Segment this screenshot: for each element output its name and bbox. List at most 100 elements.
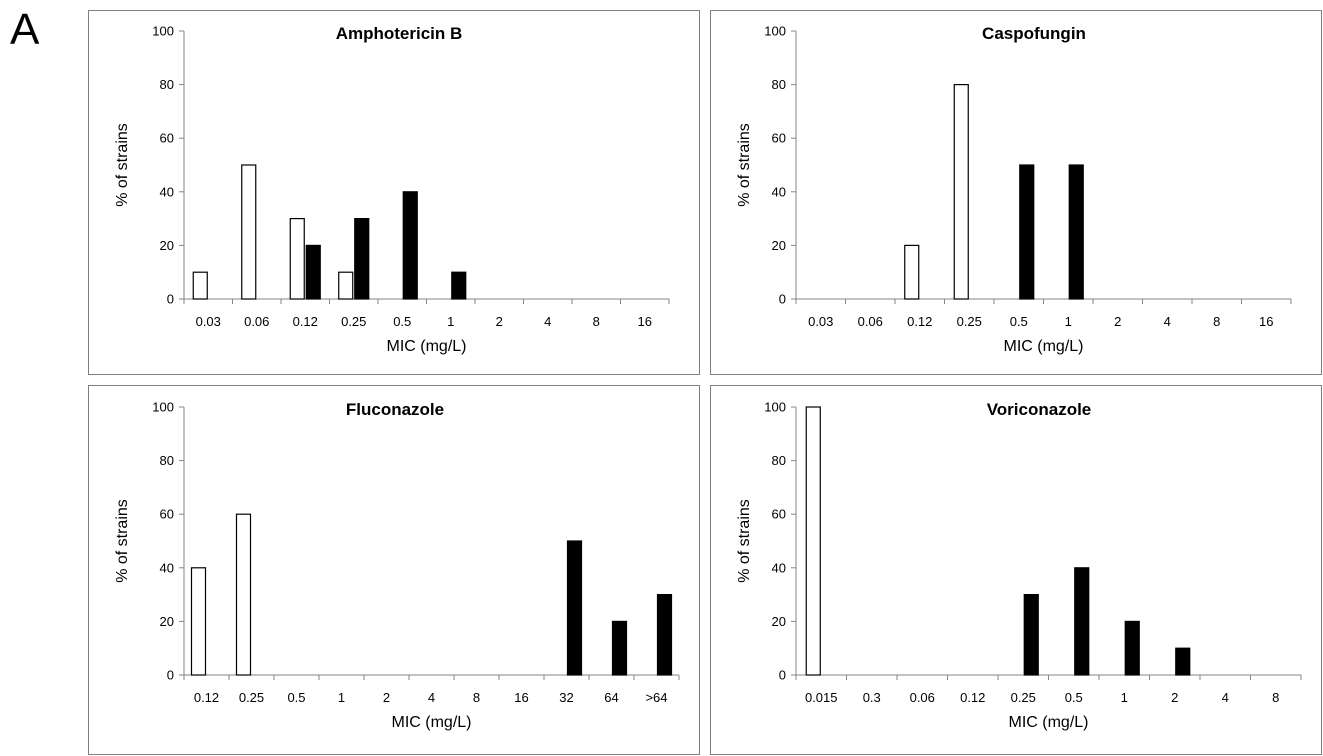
fluconazole-x-tick-label: 0.12 [194, 690, 219, 705]
amphotericin-b-x-tick-label: 8 [593, 314, 600, 329]
voriconazole-y-tick-label: 20 [772, 614, 786, 629]
amphotericin-b-title: Amphotericin B [336, 24, 463, 43]
fluconazole-x-tick-label: 1 [338, 690, 345, 705]
amphotericin-b-x-tick-label: 0.12 [293, 314, 318, 329]
fluconazole-x-tick-label: >64 [645, 690, 667, 705]
voriconazole-x-tick-label: 2 [1171, 690, 1178, 705]
fluconazole-y-tick-label: 100 [152, 400, 174, 415]
amphotericin-b-x-tick-label: 0.03 [196, 314, 221, 329]
fluconazole-bar-filled [566, 540, 583, 676]
voriconazole-bar-filled [1074, 567, 1090, 676]
voriconazole-y-tick-label: 80 [772, 453, 786, 468]
caspofungin-y-axis-label: % of strains [736, 123, 753, 207]
fluconazole-x-tick-label: 0.25 [239, 690, 264, 705]
voriconazole-y-tick-label: 100 [764, 400, 786, 415]
voriconazole-y-axis-label: % of strains [736, 499, 753, 583]
caspofungin-x-tick-label: 8 [1213, 314, 1220, 329]
voriconazole-bar-filled [1175, 647, 1191, 676]
caspofungin-x-tick-label: 1 [1065, 314, 1072, 329]
amphotericin-b-bar-filled [451, 271, 467, 300]
voriconazole-x-tick-label: 0.5 [1065, 690, 1083, 705]
caspofungin-y-tick-label: 20 [772, 238, 786, 253]
voriconazole-x-tick-label: 4 [1222, 690, 1229, 705]
amphotericin-b-y-tick-label: 20 [160, 238, 174, 253]
amphotericin-b-x-tick-label: 2 [496, 314, 503, 329]
fluconazole-bar-filled [656, 594, 673, 676]
voriconazole-y-tick-label: 0 [779, 668, 786, 683]
fluconazole-y-tick-label: 60 [160, 507, 174, 522]
amphotericin-b-y-tick-label: 40 [160, 184, 174, 199]
caspofungin-x-tick-label: 0.25 [957, 314, 982, 329]
amphotericin-b-bar-filled [305, 244, 321, 300]
voriconazole-y-tick-label: 40 [772, 560, 786, 575]
fluconazole-x-tick-label: 16 [514, 690, 528, 705]
caspofungin-y-tick-label: 0 [779, 292, 786, 307]
caspofungin-y-tick-label: 40 [772, 184, 786, 199]
amphotericin-b-bar-open [338, 271, 354, 300]
voriconazole-x-tick-label: 0.015 [805, 690, 838, 705]
fluconazole-y-tick-label: 0 [167, 668, 174, 683]
amphotericin-b-x-tick-label: 1 [447, 314, 454, 329]
voriconazole-x-tick-label: 1 [1121, 690, 1128, 705]
fluconazole-y-tick-label: 80 [160, 453, 174, 468]
fluconazole-y-tick-label: 40 [160, 560, 174, 575]
caspofungin-x-tick-label: 16 [1259, 314, 1273, 329]
voriconazole-y-tick-label: 60 [772, 507, 786, 522]
amphotericin-b-y-tick-label: 60 [160, 131, 174, 146]
chart-svg: Caspofungin 0 20 40 60 80 100 0.03 0.06 0.12 0.25 0… [736, 24, 1292, 355]
caspofungin-x-tick-label: 4 [1164, 314, 1171, 329]
caspofungin-x-tick-label: 0.12 [907, 314, 932, 329]
voriconazole-x-axis-label: MIC (mg/L) [1009, 714, 1089, 731]
caspofungin-bar-filled [1068, 164, 1084, 300]
caspofungin-x-axis-label: MIC (mg/L) [1004, 338, 1084, 355]
caspofungin-x-tick-label: 2 [1114, 314, 1121, 329]
amphotericin-b-bar-open [241, 164, 257, 300]
chart-amphotericin-b: Amphotericin B 0 20 40 60 80 100 0.03 0.06 0.12 0.… [88, 10, 700, 375]
caspofungin-bar-open [953, 83, 969, 300]
voriconazole-x-tick-label: 0.06 [910, 690, 935, 705]
amphotericin-b-bar-open [289, 218, 305, 300]
fluconazole-y-axis-label: % of strains [114, 499, 131, 583]
amphotericin-b-y-tick-label: 0 [167, 292, 174, 307]
amphotericin-b-x-tick-label: 0.5 [393, 314, 411, 329]
amphotericin-b-y-axis-label: % of strains [114, 123, 131, 207]
voriconazole-bar-filled [1023, 594, 1039, 676]
fluconazole-x-tick-label: 32 [559, 690, 573, 705]
amphotericin-b-y-tick-label: 100 [152, 24, 174, 39]
fluconazole-bar-filled [611, 620, 628, 676]
fluconazole-x-tick-label: 2 [383, 690, 390, 705]
caspofungin-x-tick-label: 0.03 [808, 314, 833, 329]
fluconazole-y-tick-label: 20 [160, 614, 174, 629]
amphotericin-b-bar-filled [402, 191, 418, 300]
caspofungin-title: Caspofungin [982, 24, 1086, 43]
voriconazole-title: Voriconazole [987, 400, 1092, 419]
caspofungin-x-tick-label: 0.5 [1010, 314, 1028, 329]
amphotericin-b-x-tick-label: 16 [638, 314, 652, 329]
fluconazole-x-tick-label: 0.5 [287, 690, 305, 705]
amphotericin-b-x-tick-label: 0.06 [244, 314, 269, 329]
amphotericin-b-y-tick-label: 80 [160, 77, 174, 92]
fluconazole-bar-open [235, 513, 252, 676]
amphotericin-b-x-tick-label: 0.25 [341, 314, 366, 329]
caspofungin-bar-open [904, 244, 920, 300]
voriconazole-bar-open [805, 406, 821, 676]
voriconazole-x-tick-label: 0.25 [1011, 690, 1036, 705]
voriconazole-x-tick-label: 0.12 [960, 690, 985, 705]
chart-svg: Voriconazole 0 20 40 60 80 100 0.015 0.3 0.06 0.12… [736, 400, 1302, 731]
caspofungin-x-tick-label: 0.06 [858, 314, 883, 329]
fluconazole-x-tick-label: 8 [473, 690, 480, 705]
voriconazole-bar-filled [1124, 620, 1140, 676]
amphotericin-b-bar-filled [354, 218, 370, 300]
caspofungin-y-tick-label: 60 [772, 131, 786, 146]
chart-svg: Fluconazole 0 20 40 60 80 100 0.12 0.25 0.5 1 2 4 8 16… [114, 400, 680, 731]
chart-caspofungin: Caspofungin 0 20 40 60 80 100 0.03 0.06 0.12 0.25 0… [710, 10, 1322, 375]
voriconazole-x-tick-label: 8 [1272, 690, 1279, 705]
panel-label: A [10, 5, 40, 54]
chart-voriconazole: Voriconazole 0 20 40 60 80 100 0.015 0.3 0.06 0.12… [710, 385, 1322, 755]
fluconazole-x-axis-label: MIC (mg/L) [392, 714, 472, 731]
chart-svg: Amphotericin B 0 20 40 60 80 100 0.03 0.06 0.12 0.… [114, 24, 670, 355]
chart-fluconazole: Fluconazole 0 20 40 60 80 100 0.12 0.25 0.5 1 2 4 8 16… [88, 385, 700, 755]
caspofungin-bar-filled [1019, 164, 1035, 300]
amphotericin-b-bar-open [192, 271, 208, 300]
fluconazole-x-tick-label: 64 [604, 690, 618, 705]
